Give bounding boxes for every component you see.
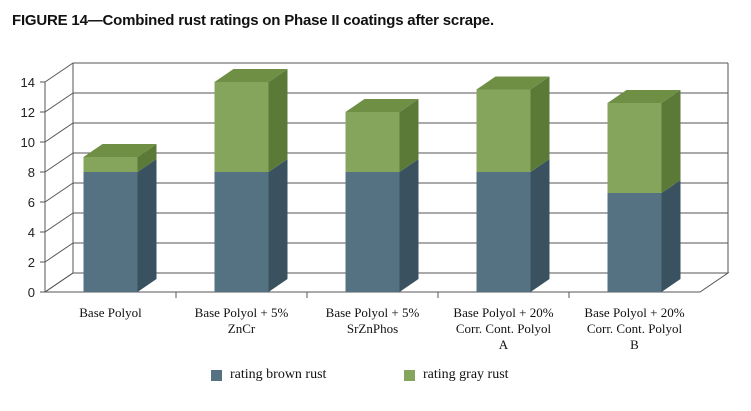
y-tick-label: 14	[21, 75, 35, 90]
bar-side-gray-rust	[661, 90, 681, 193]
y-tick-label: 8	[28, 165, 35, 180]
category-label: Base Polyol + 5% ZnCr	[195, 305, 289, 336]
side-wall-line	[44, 182, 74, 203]
y-tick-label: 6	[28, 195, 35, 210]
bar-side-gray-rust	[268, 69, 288, 172]
bar-top-face	[214, 69, 288, 82]
category-label: Base Polyol + 20% Corr. Cont. Polyol B	[584, 305, 684, 352]
bar-brown-rust	[214, 172, 269, 292]
bar-side-brown-rust	[530, 159, 550, 292]
side-wall-line	[44, 92, 74, 113]
category-label: Base Polyol	[79, 305, 142, 320]
y-tick-label: 2	[28, 255, 35, 270]
bar-gray-rust	[83, 157, 138, 172]
bar-top-face	[476, 76, 550, 90]
side-wall-line	[44, 152, 74, 173]
side-wall-line	[44, 212, 74, 233]
category-label: Base Polyol + 5% SrZnPhos	[326, 305, 420, 336]
bar-brown-rust	[83, 172, 138, 292]
legend: rating brown rust rating gray rust	[0, 367, 751, 387]
bar-side-brown-rust	[399, 159, 419, 292]
figure-title: FIGURE 14—Combined rust ratings on Phase…	[12, 12, 494, 29]
bar-gray-rust	[476, 89, 531, 172]
bar-brown-rust	[345, 172, 400, 292]
bar-side-gray-rust	[399, 99, 419, 172]
bar-side-brown-rust	[137, 159, 157, 292]
bar-top-face	[607, 90, 681, 103]
bar-gray-rust	[214, 82, 269, 172]
legend-item-brown-rust: rating brown rust	[211, 367, 326, 383]
legend-label-gray-rust: rating gray rust	[423, 367, 509, 382]
legend-swatch-brown-rust	[211, 369, 222, 381]
bar-side-brown-rust	[268, 159, 288, 292]
y-tick-label: 12	[21, 105, 35, 120]
legend-label-brown-rust: rating brown rust	[230, 367, 327, 382]
side-wall-line	[44, 122, 74, 143]
legend-swatch-gray-rust	[404, 369, 415, 381]
bar-gray-rust	[345, 112, 400, 172]
y-tick-label: 10	[21, 135, 35, 150]
legend-item-gray-rust: rating gray rust	[404, 367, 509, 383]
bar-side-gray-rust	[530, 76, 550, 172]
bar-top-face	[83, 144, 157, 157]
category-label: Base Polyol + 20% Corr. Cont. Polyol A	[453, 305, 553, 352]
stacked-bar-chart: 0 2 4 6 8 10 12 14 Base Polyol Base Polyol + 5% Zn…	[21, 62, 730, 352]
y-tick-label: 4	[28, 225, 35, 240]
bar-side-gray-rust	[137, 144, 157, 172]
bar-side-brown-rust	[661, 180, 681, 292]
y-tick-label: 0	[28, 285, 35, 300]
bar-gray-rust	[607, 103, 662, 193]
bar-brown-rust	[476, 172, 531, 292]
side-wall-line	[44, 62, 74, 83]
bar-brown-rust	[607, 193, 662, 292]
side-wall-line	[44, 242, 74, 263]
bar-top-face	[345, 99, 419, 112]
